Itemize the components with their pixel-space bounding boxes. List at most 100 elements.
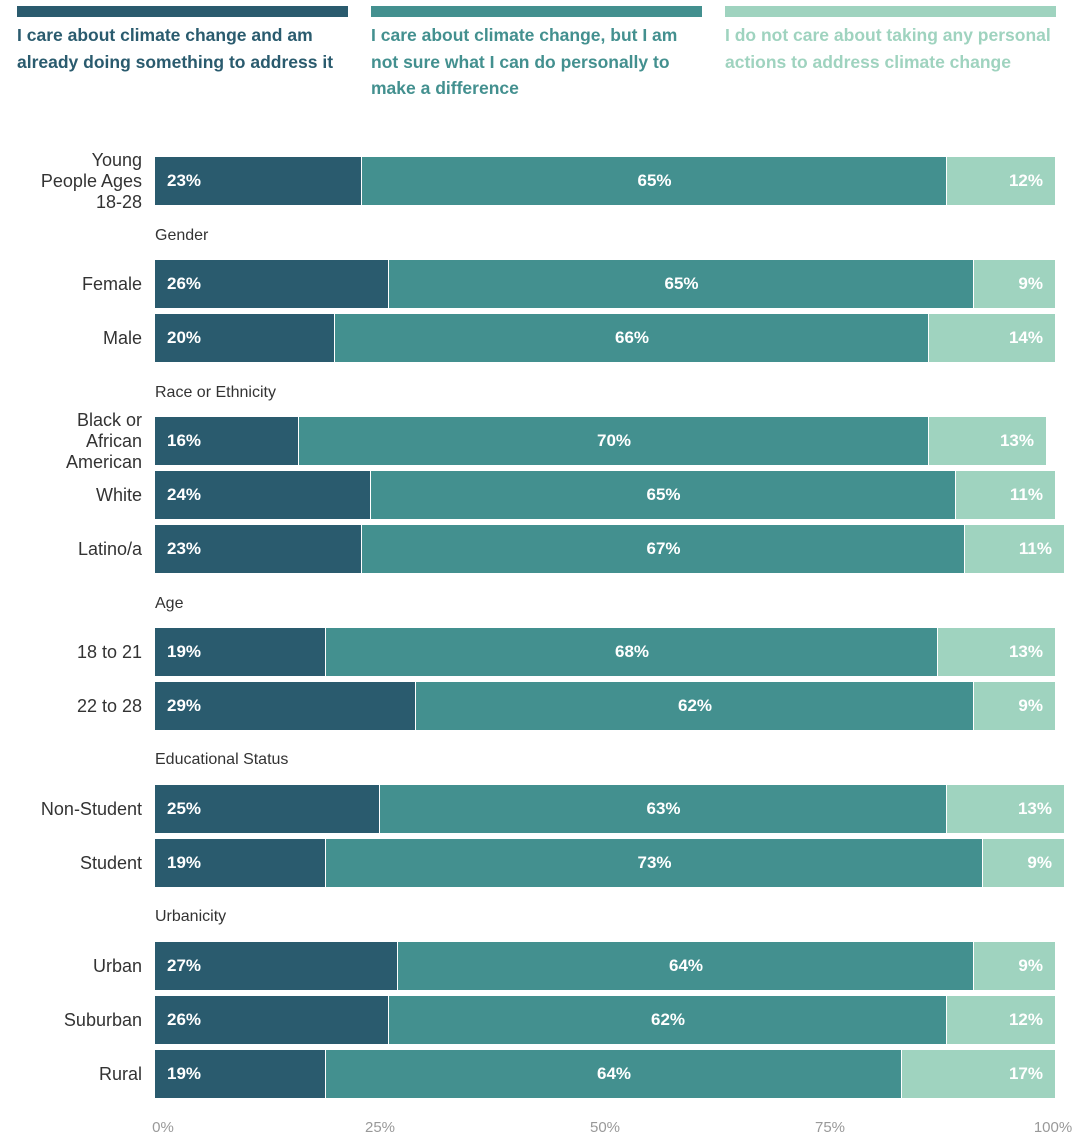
bar-segment bbox=[380, 785, 946, 833]
data-label: 64% bbox=[596, 1064, 632, 1083]
legend-label: I care about climate change, but I am no… bbox=[371, 25, 678, 98]
x-tick-label: 50% bbox=[589, 1119, 621, 1136]
data-label: 23% bbox=[167, 171, 202, 190]
data-label: 62% bbox=[677, 696, 713, 715]
group-label: Urbanicity bbox=[155, 908, 227, 925]
bar-segment bbox=[956, 471, 1055, 519]
data-label: 67% bbox=[646, 539, 681, 558]
data-label: 65% bbox=[664, 274, 699, 293]
group-label: Gender bbox=[155, 227, 209, 244]
bar-segment bbox=[155, 942, 397, 990]
data-label: 11% bbox=[1009, 485, 1043, 504]
category-label: 18 to 21 bbox=[76, 641, 142, 662]
bar-segment bbox=[155, 839, 325, 887]
bar-segment bbox=[155, 785, 379, 833]
bar-segment bbox=[155, 417, 298, 465]
bar-segment bbox=[155, 682, 415, 730]
legend-label: I do not care about taking any personal … bbox=[725, 25, 1051, 72]
category-label: Rural bbox=[98, 1063, 142, 1084]
bar-segment bbox=[155, 157, 361, 205]
data-label: 24% bbox=[167, 485, 202, 504]
data-label: 12% bbox=[1008, 171, 1043, 190]
data-label: 19% bbox=[167, 853, 202, 872]
data-label: 23% bbox=[167, 539, 202, 558]
x-tick-label: 0% bbox=[152, 1119, 174, 1136]
bar-segment bbox=[983, 839, 1064, 887]
legend-label: I care about climate change and am alrea… bbox=[17, 25, 334, 72]
data-label: 63% bbox=[646, 799, 681, 818]
data-label: 66% bbox=[614, 328, 650, 347]
category-label: Young People Ages 18-28 bbox=[40, 149, 142, 212]
data-label: 9% bbox=[1027, 853, 1052, 872]
data-label: 68% bbox=[614, 642, 650, 661]
data-label: 65% bbox=[646, 485, 681, 504]
bar-segment bbox=[389, 260, 973, 308]
category-label: 22 to 28 bbox=[76, 695, 142, 716]
data-label: 13% bbox=[1017, 799, 1052, 818]
data-label: 26% bbox=[167, 274, 202, 293]
data-label: 12% bbox=[1008, 1010, 1043, 1029]
bar-segment bbox=[155, 1050, 325, 1098]
bar-segment bbox=[299, 417, 928, 465]
bar-segment bbox=[335, 314, 928, 362]
bar-segment bbox=[155, 471, 370, 519]
x-tick-label: 25% bbox=[364, 1119, 396, 1136]
data-label: 16% bbox=[167, 431, 202, 450]
data-label: 9% bbox=[1018, 274, 1043, 293]
category-label: Male bbox=[102, 327, 142, 348]
bar-segment bbox=[974, 682, 1055, 730]
data-label: 73% bbox=[637, 853, 672, 872]
legend-swatch bbox=[725, 6, 1056, 17]
legend-swatch bbox=[371, 6, 702, 17]
bar-segment bbox=[398, 942, 973, 990]
bar-segment bbox=[389, 996, 946, 1044]
bar-segment bbox=[965, 525, 1064, 573]
data-label: 17% bbox=[1008, 1064, 1043, 1083]
bar-segment bbox=[938, 628, 1055, 676]
data-label: 13% bbox=[999, 431, 1034, 450]
bar-segment bbox=[155, 628, 325, 676]
data-label: 62% bbox=[650, 1010, 686, 1029]
data-label: 25% bbox=[167, 799, 202, 818]
category-label: Female bbox=[81, 273, 142, 294]
data-label: 9% bbox=[1018, 956, 1043, 975]
group-label: Age bbox=[155, 595, 184, 612]
legend-swatch bbox=[17, 6, 348, 17]
data-label: 14% bbox=[1008, 328, 1043, 347]
category-label: Black or African American bbox=[65, 409, 142, 472]
bar-segment bbox=[155, 314, 334, 362]
bar-segment bbox=[362, 525, 964, 573]
bar-segment bbox=[326, 839, 982, 887]
bar-segment bbox=[902, 1050, 1055, 1098]
bar-segment bbox=[974, 260, 1055, 308]
category-label: Student bbox=[79, 852, 142, 873]
data-label: 20% bbox=[167, 328, 202, 347]
bar-segment bbox=[155, 260, 388, 308]
bar-segment bbox=[947, 785, 1064, 833]
group-label: Educational Status bbox=[155, 751, 289, 768]
data-label: 9% bbox=[1018, 696, 1043, 715]
bar-segment bbox=[947, 996, 1055, 1044]
bar-segment bbox=[929, 314, 1055, 362]
data-label: 65% bbox=[637, 171, 672, 190]
bar-segment bbox=[974, 942, 1055, 990]
bar-segment bbox=[416, 682, 973, 730]
category-label: Suburban bbox=[63, 1009, 142, 1030]
category-label: Non-Student bbox=[40, 798, 142, 819]
x-tick-label: 100% bbox=[1033, 1119, 1073, 1136]
x-tick-label: 75% bbox=[814, 1119, 846, 1136]
bar-segment bbox=[362, 157, 946, 205]
bar-segment bbox=[947, 157, 1055, 205]
category-label: White bbox=[95, 484, 142, 505]
data-label: 64% bbox=[668, 956, 704, 975]
bar-segment bbox=[326, 1050, 901, 1098]
data-label: 19% bbox=[167, 1064, 202, 1083]
bar-segment bbox=[371, 471, 955, 519]
category-label: Latino/a bbox=[77, 538, 142, 559]
data-label: 70% bbox=[596, 431, 632, 450]
bar-segment bbox=[155, 525, 361, 573]
bar-segment bbox=[155, 996, 388, 1044]
bar-segment bbox=[326, 628, 937, 676]
category-label: Urban bbox=[92, 955, 142, 976]
